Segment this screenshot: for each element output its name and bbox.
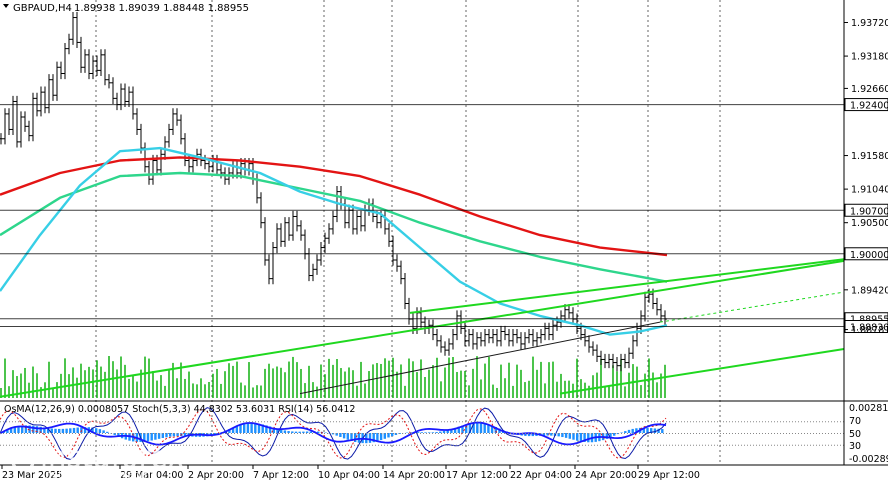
level-price-label: 1.92400 <box>850 101 888 112</box>
level-price-box <box>844 247 888 261</box>
time-tick-label: 29 Apr 12:00 <box>638 470 700 481</box>
time-tick-label: 2 Apr 20:00 <box>188 470 244 481</box>
rsi-line <box>0 421 667 446</box>
time-tick-label: 17 Apr 12:00 <box>446 470 508 481</box>
indicator-tick-label: 30 <box>849 441 861 452</box>
price-tick-label: 1.91580 <box>851 151 888 162</box>
time-tick-label: 10 Apr 04:00 <box>318 470 380 481</box>
price-tick-label: 1.92660 <box>851 84 888 95</box>
trendline-2 <box>409 258 845 314</box>
level-price-label: 1.90000 <box>850 250 888 261</box>
ohlc-header: 1.89938 1.89039 1.88448 1.88955 <box>74 3 249 14</box>
watermark-tagline: Instant Forex Trading <box>42 468 158 481</box>
time-tick-label: 24 Apr 20:00 <box>575 470 637 481</box>
instaforex-logo-icon <box>10 446 36 472</box>
time-tick-label: 22 Apr 04:00 <box>510 470 572 481</box>
trendline-4 <box>659 291 845 323</box>
volume-bars <box>0 356 666 398</box>
level-price-box <box>844 320 888 334</box>
level-price-label: 1.88830 <box>850 323 888 334</box>
trendlines <box>0 258 845 398</box>
price-tick-label: 1.93180 <box>851 52 888 63</box>
indicator-window <box>0 407 844 460</box>
watermark: instaforex Instant Forex Trading <box>10 440 184 481</box>
indicator-header: OsMA(12,26,9) 0.0008057 Stoch(5,3,3) 44.… <box>4 404 355 415</box>
price-tick-label: 1.91040 <box>851 185 888 196</box>
chart-symbol: GBPAUD,H4 <box>13 3 72 14</box>
trendline-5 <box>299 321 661 395</box>
indicator-tick-label: -0.002895 <box>849 454 888 465</box>
indicator-tick-label: 50 <box>849 429 861 440</box>
price-axis: 1.93720 1.93180 1.92660 1.91580 1.91040 1.905… <box>844 18 888 336</box>
price-tick-label: 1.93720 <box>851 18 888 29</box>
time-tick-label: 23 Mar 2025 <box>2 470 62 481</box>
time-tick-label: 7 Apr 12:00 <box>253 470 309 481</box>
indicator-tick-label: 0.002816 <box>849 403 888 414</box>
watermark-brand: instaforex <box>40 440 184 474</box>
time-tick-label: 29 Mar 04:00 <box>120 470 183 481</box>
trendline-3 <box>559 347 845 395</box>
price-tick-label: 1.88781 <box>851 325 888 336</box>
trendline-1 <box>0 259 845 398</box>
price-tick-label: 1.89420 <box>851 285 888 296</box>
indicator-tick-label: 70 <box>849 416 861 427</box>
level-price-box <box>844 203 888 217</box>
moving-average-line-1 <box>0 156 668 257</box>
moving-average-line-2 <box>0 171 668 283</box>
time-tick-label: 14 Apr 20:00 <box>383 470 445 481</box>
stoch-signal-line <box>0 408 667 459</box>
stoch-main-line <box>0 407 667 460</box>
chart-menu-arrow-icon[interactable] <box>3 4 9 8</box>
price-tick-label: 1.90500 <box>851 218 888 229</box>
time-axis: 23 Mar 2025 29 Mar 04:00 2 Apr 20:00 7 Apr … <box>1 465 700 481</box>
level-price-box <box>844 98 888 112</box>
level-price-label: 1.90700 <box>850 206 888 217</box>
